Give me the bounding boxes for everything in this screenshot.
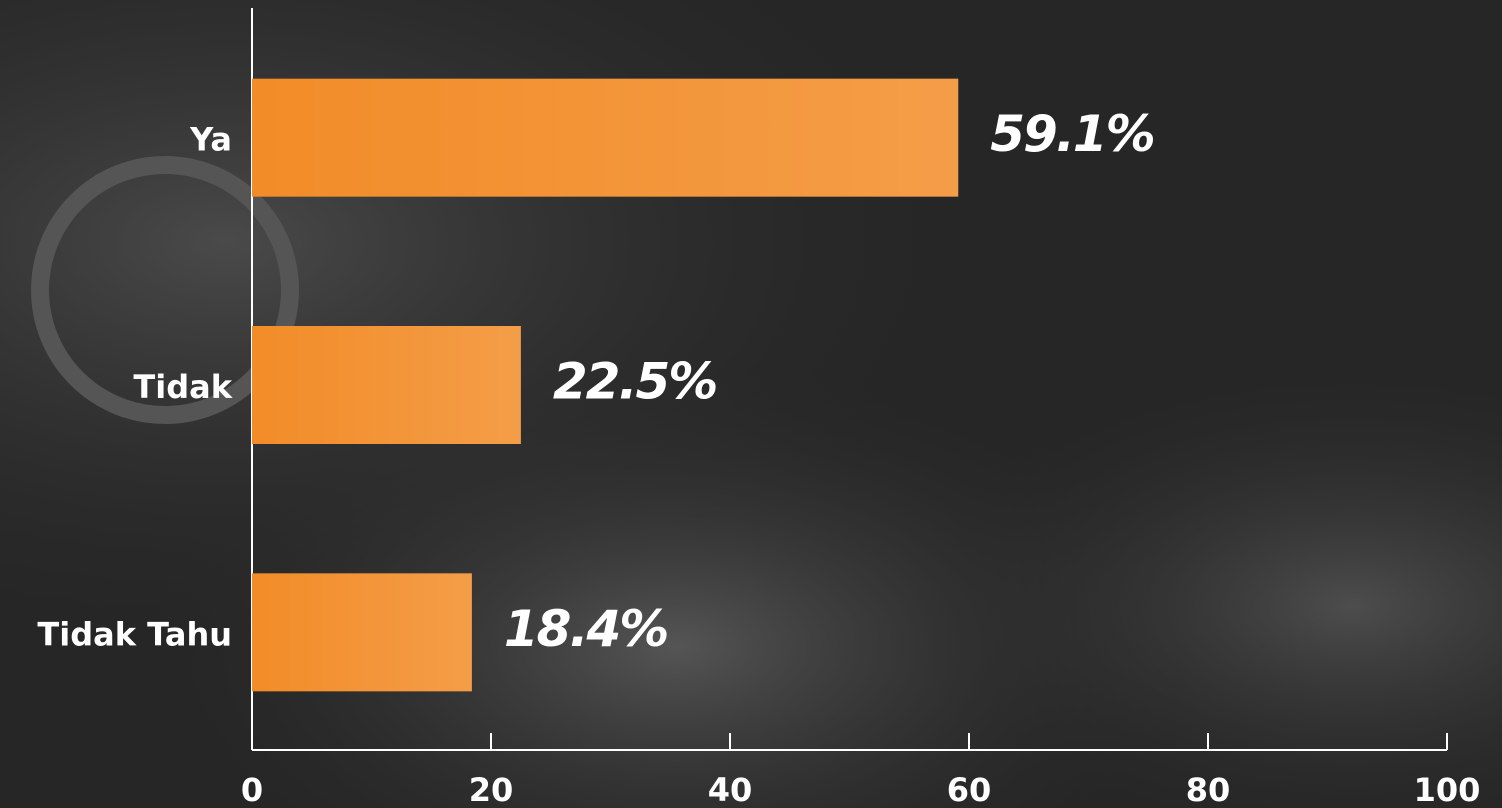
category-label: Tidak xyxy=(133,368,232,406)
value-label: 22.5% xyxy=(553,353,716,411)
bar-sheen xyxy=(252,78,959,197)
bar-sheen xyxy=(252,573,472,692)
x-tick-label: 100 xyxy=(1414,771,1481,808)
bar-sheen xyxy=(252,326,521,444)
x-tick-label: 60 xyxy=(947,771,992,808)
category-label: Ya xyxy=(189,121,232,159)
value-label: 18.4% xyxy=(504,600,667,658)
value-label: 59.1% xyxy=(990,105,1153,163)
x-tick-label: 40 xyxy=(708,771,753,808)
x-tick-label: 80 xyxy=(1186,771,1231,808)
x-tick-label: 20 xyxy=(469,771,514,808)
x-tick-label: 0 xyxy=(241,771,263,808)
background-wheel xyxy=(31,156,299,424)
category-label: Tidak Tahu xyxy=(37,615,232,653)
